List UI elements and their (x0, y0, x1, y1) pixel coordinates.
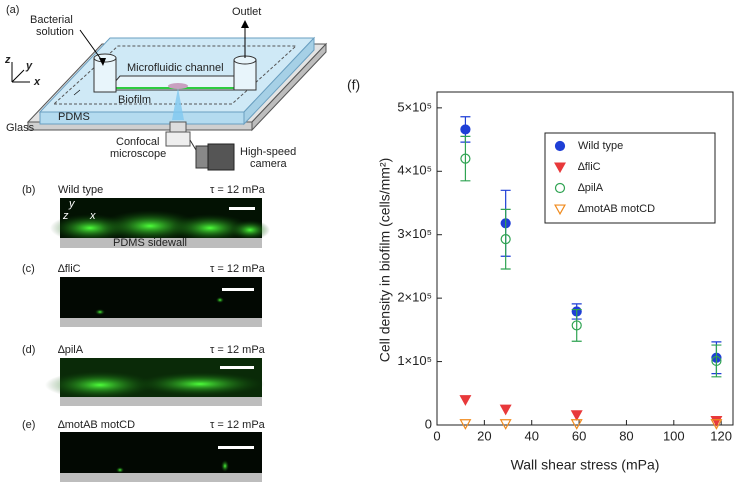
plot-frame (436, 91, 734, 426)
x-tick-label: 80 (619, 428, 633, 443)
legend-marker (554, 182, 566, 194)
marker (459, 395, 472, 406)
y-tick-label: 3×10⁵ (397, 226, 432, 241)
axis-z: z (4, 54, 11, 66)
x-axis-label: Wall shear stress (mPa) (511, 457, 660, 473)
label: Confocal (116, 136, 159, 148)
device (11, 20, 328, 171)
panel-label: (a) (6, 4, 19, 16)
marker (571, 320, 582, 331)
marker (710, 419, 723, 430)
y-axis-label: Cell density in biofilm (cells/mm²) (377, 158, 393, 363)
label: Outlet (232, 6, 261, 18)
error-bar (711, 344, 722, 378)
error-bar (571, 308, 582, 342)
x-tick-label: 60 (572, 428, 586, 443)
y-tick-label: 4×10⁵ (397, 163, 432, 178)
legend (544, 132, 716, 224)
panel-label: (e) (22, 419, 35, 431)
marker (570, 419, 583, 430)
marker (499, 419, 512, 430)
legend-label: ∆fliC (578, 161, 601, 173)
strain: ∆pilA (58, 344, 84, 356)
label: Glass (6, 122, 35, 134)
label: High-speed (240, 146, 296, 158)
panel-label: (f) (347, 77, 360, 93)
label: solution (36, 26, 74, 38)
panel-label: (d) (22, 344, 35, 356)
legend-marker (554, 140, 566, 152)
axis-y: y (68, 198, 76, 210)
legend-label: Wild type (578, 140, 623, 152)
micrograph-b (50, 198, 270, 248)
marker (460, 153, 471, 164)
y-tick-label: 5×10⁵ (397, 99, 432, 114)
error-bar (460, 135, 471, 182)
marker (459, 419, 472, 430)
x-tick-label: 0 (433, 428, 440, 443)
panel-label: (b) (22, 184, 35, 196)
legend-label: ∆pilA (578, 182, 604, 194)
marker (570, 410, 583, 422)
marker (500, 234, 511, 245)
y-tick-label: 1×10⁵ (397, 353, 432, 368)
label: Bacterial (30, 14, 73, 26)
axis-x: x (89, 210, 96, 222)
marker (499, 404, 512, 416)
label: Biofilm (118, 94, 151, 106)
micrograph-d (45, 358, 265, 406)
x-tick-label: 100 (663, 428, 685, 443)
shear-stress: τ = 12 mPa (210, 184, 266, 196)
micrograph-e (60, 432, 262, 482)
legend-label: ∆motAB motCD (578, 203, 655, 215)
strain: ∆motAB motCD (58, 419, 135, 431)
axis-y: y (25, 60, 33, 72)
label: Microfluidic channel (127, 62, 224, 74)
x-tick-label: 20 (477, 428, 491, 443)
x-tick-label: 120 (710, 428, 732, 443)
shear-stress: τ = 12 mPa (210, 419, 266, 431)
error-bar (500, 208, 511, 270)
legend-marker (554, 162, 566, 174)
axis-z: z (62, 210, 69, 222)
strain: Wild type (58, 184, 103, 196)
label: camera (250, 158, 288, 170)
axis-x: x (33, 76, 41, 88)
marker (460, 124, 471, 135)
label: microscope (110, 148, 166, 160)
y-tick-label: 2×10⁵ (397, 290, 432, 305)
marker (710, 416, 723, 427)
label: PDMS sidewall (113, 237, 187, 249)
marker (711, 355, 722, 367)
micrograph-c (60, 277, 262, 327)
y-tick-label: 0 (425, 416, 432, 431)
x-tick-label: 40 (524, 428, 538, 443)
strain: ∆fliC (58, 263, 81, 275)
panel-label: (c) (22, 263, 35, 275)
legend-marker (554, 204, 566, 216)
shear-stress: τ = 12 mPa (210, 263, 266, 275)
label: PDMS (58, 111, 90, 123)
shear-stress: τ = 12 mPa (210, 344, 266, 356)
